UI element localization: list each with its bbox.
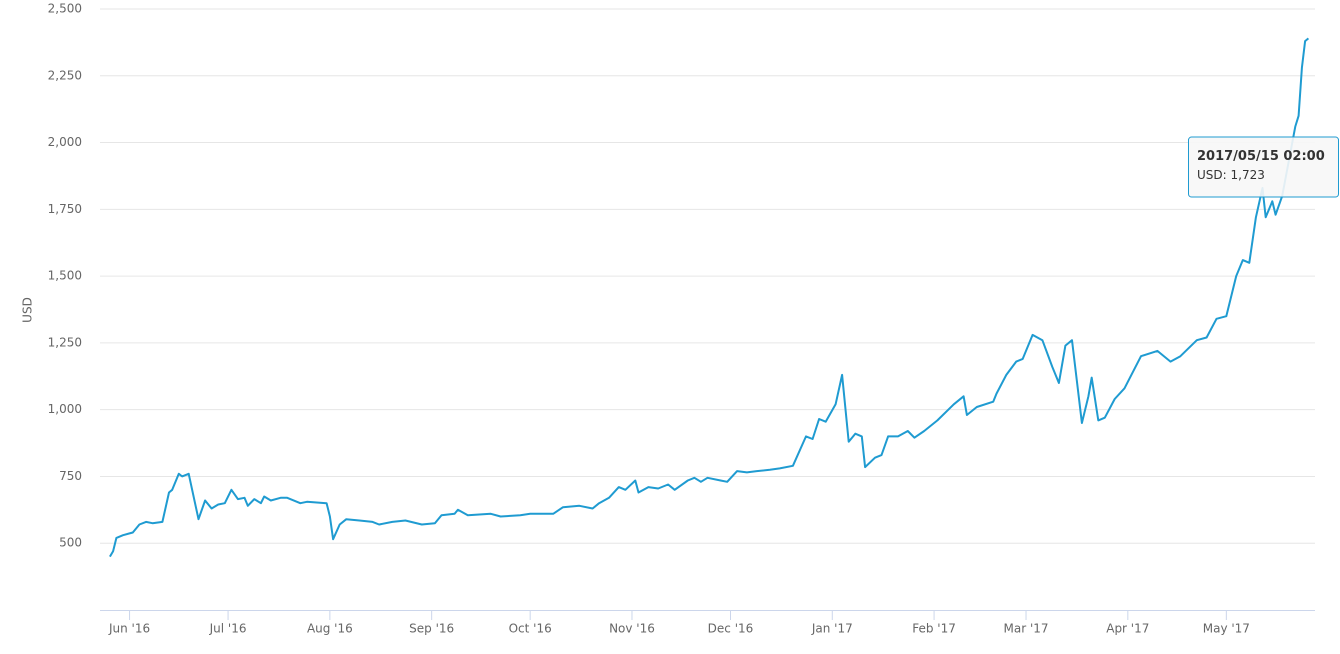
x-tick-label: Jan '17 [811, 622, 853, 636]
y-tick-label: 2,250 [48, 68, 82, 82]
y-tick-label: 2,500 [48, 2, 82, 16]
tooltip-title: 2017/05/15 02:00 [1197, 149, 1325, 164]
x-tick-label: Mar '17 [1004, 622, 1049, 636]
price-line [109, 37, 1310, 558]
tooltip-box [1188, 136, 1339, 198]
y-tick-label: 1,750 [48, 202, 82, 216]
x-tick-label: Dec '16 [708, 622, 754, 636]
x-tick-label: Aug '16 [307, 622, 353, 636]
x-tick-label: Apr '17 [1106, 622, 1149, 636]
tooltip: 2017/05/15 02:00 USD: 1,723 [1188, 136, 1339, 198]
x-tick-label: Feb '17 [912, 622, 956, 636]
y-tick-label: 2,000 [48, 135, 82, 149]
x-tick-label: Oct '16 [509, 622, 552, 636]
tooltip-label: USD: 1,723 [1197, 168, 1265, 182]
y-tick-label: 1,500 [48, 269, 82, 283]
y-tick-label: 1,000 [48, 402, 82, 416]
x-tick-label: May '17 [1203, 622, 1250, 636]
y-tick-label: 500 [59, 536, 82, 550]
y-tick-label: 1,250 [48, 335, 82, 349]
x-tick-label: Jul '16 [209, 622, 247, 636]
y-axis-title: USD [21, 297, 35, 323]
x-tick-label: Jun '16 [108, 622, 150, 636]
y-tick-label: 750 [59, 469, 82, 483]
x-tick-label: Sep '16 [409, 622, 454, 636]
x-tick-label: Nov '16 [609, 622, 655, 636]
